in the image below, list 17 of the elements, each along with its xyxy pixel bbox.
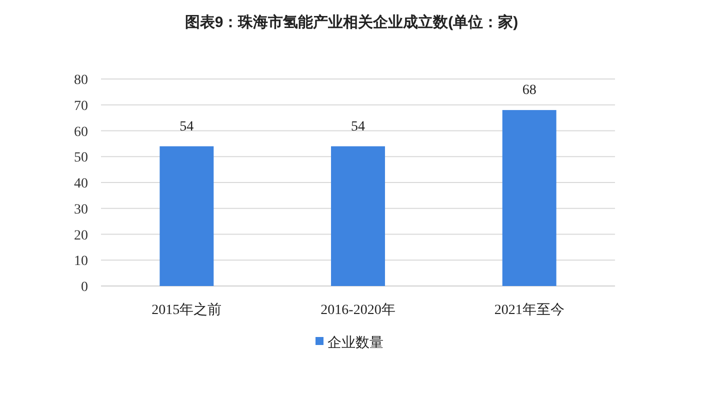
y-tick-label: 50 xyxy=(74,150,88,166)
x-tick-label: 2015年之前 xyxy=(152,302,222,318)
x-tick-label: 2016-2020年 xyxy=(320,302,396,318)
data-label: 54 xyxy=(351,119,365,134)
x-tick-label: 2021年至今 xyxy=(494,302,564,318)
y-tick-label: 0 xyxy=(81,280,88,295)
data-label: 68 xyxy=(522,83,536,98)
y-tick-label: 10 xyxy=(74,254,88,270)
y-tick-label: 80 xyxy=(74,73,88,88)
y-tick-label: 20 xyxy=(74,228,88,244)
chart-title: 图表9：珠海市氢能产业相关企业成立数(单位：家) xyxy=(184,13,518,31)
y-tick-label: 30 xyxy=(74,202,88,218)
data-label: 54 xyxy=(180,119,194,134)
legend-label: 企业数量 xyxy=(328,334,384,350)
y-tick-label: 60 xyxy=(74,124,88,140)
y-tick-label: 70 xyxy=(74,98,88,114)
y-tick-label: 40 xyxy=(74,176,88,192)
